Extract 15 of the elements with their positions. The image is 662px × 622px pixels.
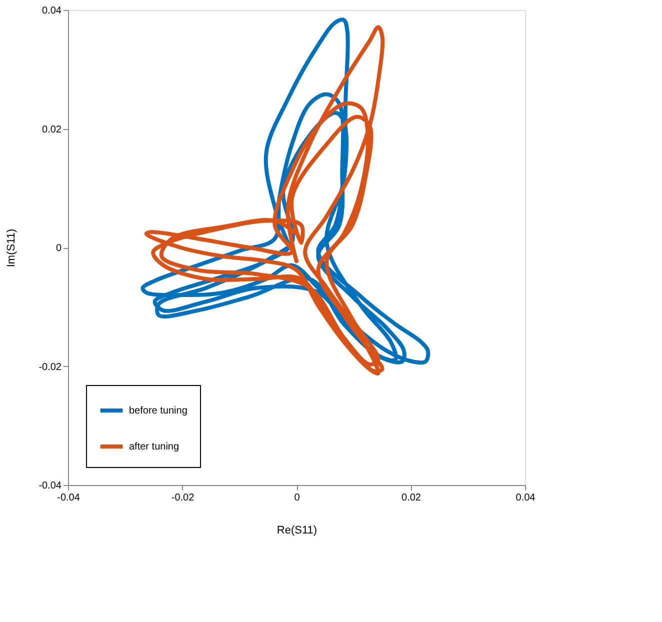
y-tick-label: 0 — [56, 243, 62, 254]
x-tick-label: 0 — [294, 492, 300, 504]
x-tick-label: -0.04 — [57, 492, 80, 504]
legend-label: before tuning — [129, 406, 188, 416]
y-axis-title: Im(S11) — [6, 228, 18, 268]
x-tick-label: 0.02 — [402, 492, 422, 504]
x-tick-label: 0.04 — [516, 492, 536, 504]
y-tick-label: 0.02 — [42, 124, 62, 136]
y-tick-label: -0.02 — [38, 362, 62, 373]
x-axis-title: Re(S11) — [276, 524, 318, 536]
x-tick-label: -0.02 — [171, 492, 195, 504]
y-tick-label: 0.04 — [42, 6, 62, 16]
legend-label: after tuning — [129, 442, 180, 452]
y-tick-label: -0.04 — [38, 480, 62, 492]
line-series — [144, 25, 385, 376]
